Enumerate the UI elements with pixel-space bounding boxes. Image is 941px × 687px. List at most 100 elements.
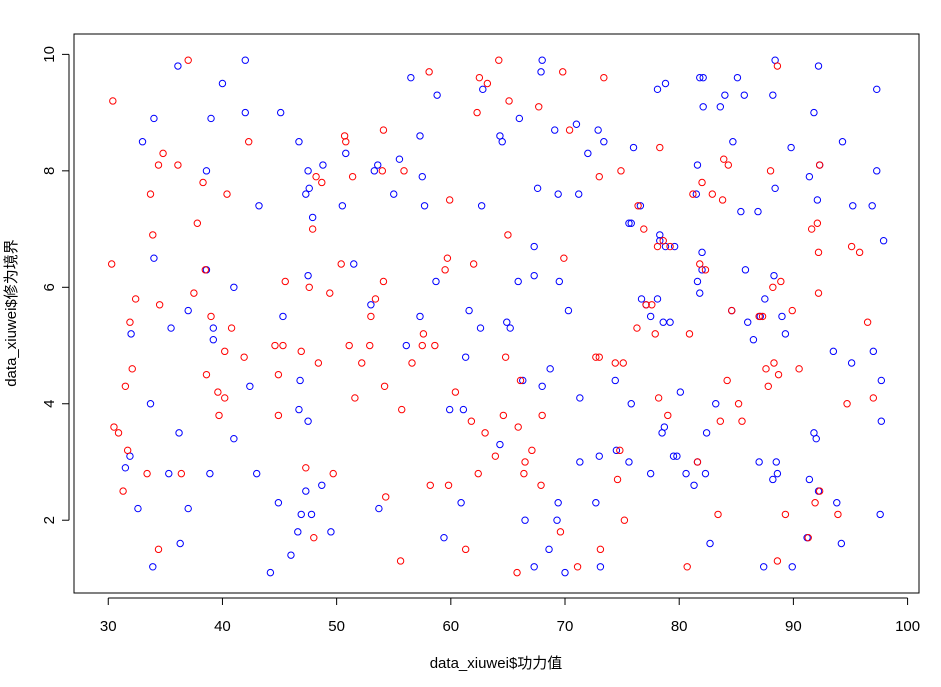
data-point [535,103,543,111]
data-point [664,411,672,420]
data-point [723,376,731,385]
data-point [246,382,254,390]
data-point [177,469,186,478]
data-point [481,429,489,437]
x-tick-label: 40 [214,618,231,635]
data-point [255,202,263,210]
data-point [340,132,349,140]
data-point [572,120,581,128]
data-point [159,149,167,158]
data-point [741,266,750,274]
data-point [773,469,782,478]
data-point [873,167,881,175]
data-point [559,68,567,76]
data-point [814,62,823,70]
data-point [245,138,253,146]
data-point [659,318,667,326]
data-point [538,411,546,420]
y-tick-label: 10 [41,46,58,63]
data-point [459,405,468,414]
data-point [351,394,359,402]
data-point [461,353,470,361]
data-point [592,353,600,361]
data-point [314,359,323,367]
data-point [769,475,777,484]
data-point [418,172,426,181]
data-point [766,167,775,175]
data-point [646,469,655,478]
data-point [366,341,374,350]
data-point [495,56,503,64]
data-point [787,143,795,152]
data-point [154,161,163,169]
data-point [642,301,650,309]
data-point [530,271,538,280]
data-point [461,545,470,554]
data-point [773,557,782,565]
data-point [271,341,279,350]
data-point [749,336,758,344]
x-tick-label: 80 [671,618,688,635]
data-point [617,167,625,175]
data-point [788,306,796,315]
data-point [728,306,736,315]
data-point [611,359,619,367]
data-point [318,481,326,489]
plot-frame [73,33,920,594]
data-point [699,73,707,82]
data-point [833,499,841,507]
y-tick-label: 4 [41,400,58,408]
data-point [416,132,424,140]
y-tick-label: 8 [41,167,58,175]
data-point [734,400,743,408]
data-point [109,97,117,105]
data-point [155,301,164,309]
data-point [337,260,345,268]
data-point [165,469,173,478]
data-point [553,516,561,524]
data-point [308,213,317,222]
data-point [545,545,553,554]
y-axis-label: data_xiuwei$修为境界 [2,239,20,387]
data-point [596,563,605,571]
data-point [538,382,546,390]
data-point [515,114,524,123]
data-point [371,295,380,303]
data-point [673,452,681,460]
data-point [167,324,175,332]
data-point [119,487,127,495]
data-point [445,196,454,204]
data-point [276,108,285,117]
data-point [869,394,878,402]
data-point [576,394,584,402]
data-point [855,248,864,257]
data-point [838,138,847,146]
data-point [506,324,514,332]
data-point [302,464,310,472]
data-point [419,330,428,338]
data-point [193,219,202,227]
data-point [304,271,312,280]
data-point [648,301,656,309]
data-point [445,405,454,414]
data-point [758,312,767,321]
data-point [202,167,211,175]
x-tick-label: 60 [442,618,459,635]
data-point [416,312,424,321]
data-point [546,365,554,373]
data-point [295,138,303,146]
data-point [592,499,600,507]
data-point [666,318,674,326]
data-point [637,295,646,303]
data-point [287,551,295,559]
data-point [390,190,398,198]
data-point [813,196,822,204]
data-point [595,452,603,460]
data-point [505,97,513,105]
data-point [744,318,752,326]
y-tick-label: 2 [41,516,58,524]
x-tick-label: 30 [100,618,117,635]
data-point [653,242,662,251]
data-point [477,202,486,210]
data-point [770,271,778,280]
